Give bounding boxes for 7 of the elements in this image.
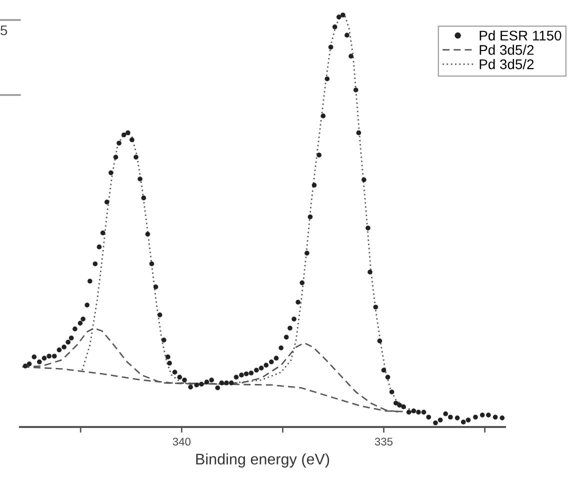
text: 5 bbox=[0, 26, 8, 36]
x-tick-label: 340 bbox=[172, 438, 190, 446]
x-axis-title: Binding energy (eV) bbox=[196, 453, 330, 468]
legend-label: Pd 3d5/2 bbox=[480, 59, 534, 70]
x-tick-label: 335 bbox=[374, 438, 393, 446]
legend-label: Pd ESR 1150 bbox=[480, 30, 562, 41]
legend-label: Pd 3d5/2 bbox=[480, 44, 534, 55]
